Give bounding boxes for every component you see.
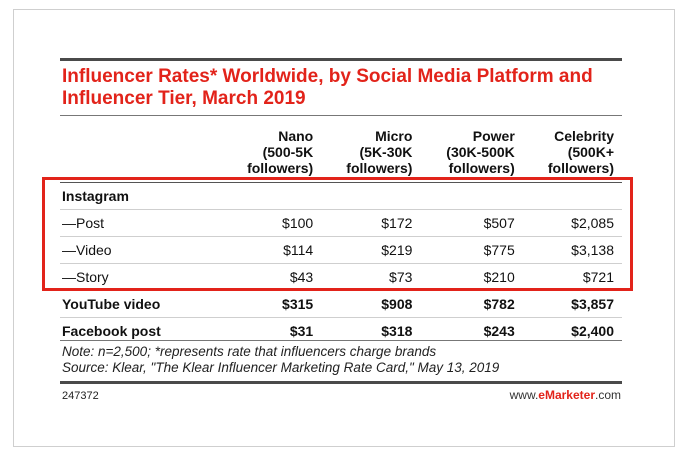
notes: Note: n=2,500; *represents rate that inf… — [62, 344, 622, 376]
table-cell: $3,857 — [522, 290, 622, 318]
header-unit: followers) — [448, 160, 515, 176]
chart-title: Influencer Rates* Worldwide, by Social M… — [62, 66, 593, 109]
emarketer-logo: www.eMarketer.com — [510, 388, 621, 402]
header-name: Nano — [278, 128, 314, 144]
header-range: (30K-500K — [446, 144, 515, 160]
table-cell: $782 — [420, 290, 523, 318]
table-cell: $318 — [321, 317, 421, 344]
table-cell: $507 — [420, 209, 523, 237]
table-cell: $2,085 — [522, 209, 622, 237]
table-cell: $114 — [222, 236, 322, 264]
row-label: —Video — [60, 236, 222, 264]
header-range: (5K-30K — [359, 144, 413, 160]
table-row: —Story $43 $73 $210 $721 — [60, 263, 622, 291]
table-cell: $219 — [321, 236, 421, 264]
table-cell: $775 — [420, 236, 523, 264]
header-range: (500K+ — [567, 144, 614, 160]
header-unit: followers) — [547, 160, 614, 176]
row-label: —Story — [60, 263, 222, 291]
header-unit: followers) — [346, 160, 413, 176]
header-nano: Nano (500-5K followers) — [222, 118, 321, 183]
header-name: Power — [472, 128, 515, 144]
bottom-rule — [60, 381, 622, 384]
chart-id: 247372 — [62, 390, 99, 402]
table-cell: $172 — [321, 209, 421, 237]
header-unit: followers) — [247, 160, 314, 176]
table-cell: $31 — [222, 317, 322, 344]
table-cell: $3,138 — [522, 236, 622, 264]
row-label: —Post — [60, 209, 222, 237]
header-range: (500-5K — [262, 144, 314, 160]
notes-rule — [60, 340, 622, 341]
top-rule — [60, 58, 622, 61]
row-label: YouTube video — [60, 290, 222, 318]
table-cell: $2,400 — [522, 317, 622, 344]
header-name: Celebrity — [554, 128, 614, 144]
table-cell: $210 — [420, 263, 523, 291]
table-row: —Video $114 $219 $775 $3,138 — [60, 236, 622, 264]
table-cell: $908 — [321, 290, 421, 318]
table-cell: $315 — [222, 290, 322, 318]
table-cell: $721 — [522, 263, 622, 291]
group-row-instagram: Instagram — [60, 182, 622, 210]
header-blank — [60, 118, 222, 183]
header-micro: Micro (5K-30K followers) — [321, 118, 420, 183]
source-text: Source: Klear, "The Klear Influencer Mar… — [62, 360, 500, 375]
brand-suffix: .com — [594, 388, 621, 402]
rates-table: Nano (500-5K followers) Micro (5K-30K fo… — [60, 118, 622, 344]
table-row: —Post $100 $172 $507 $2,085 — [60, 209, 622, 237]
table-row: YouTube video $315 $908 $782 $3,857 — [60, 290, 622, 318]
brand-prefix: www. — [509, 388, 539, 402]
header-celebrity: Celebrity (500K+ followers) — [523, 118, 622, 183]
header-power: Power (30K-500K followers) — [420, 118, 522, 183]
brand-name: eMarketer — [538, 388, 595, 402]
group-label: Instagram — [60, 182, 222, 210]
table-row: Facebook post $31 $318 $243 $2,400 — [60, 317, 622, 344]
table-cell: $73 — [321, 263, 421, 291]
header-name: Micro — [375, 128, 413, 144]
table-cell: $43 — [222, 263, 322, 291]
header-row: Nano (500-5K followers) Micro (5K-30K fo… — [60, 118, 622, 183]
title-rule — [60, 115, 622, 116]
table-cell: $100 — [222, 209, 322, 237]
table-cell: $243 — [420, 317, 523, 344]
note-text: Note: n=2,500; *represents rate that inf… — [62, 344, 437, 359]
row-label: Facebook post — [60, 317, 222, 344]
